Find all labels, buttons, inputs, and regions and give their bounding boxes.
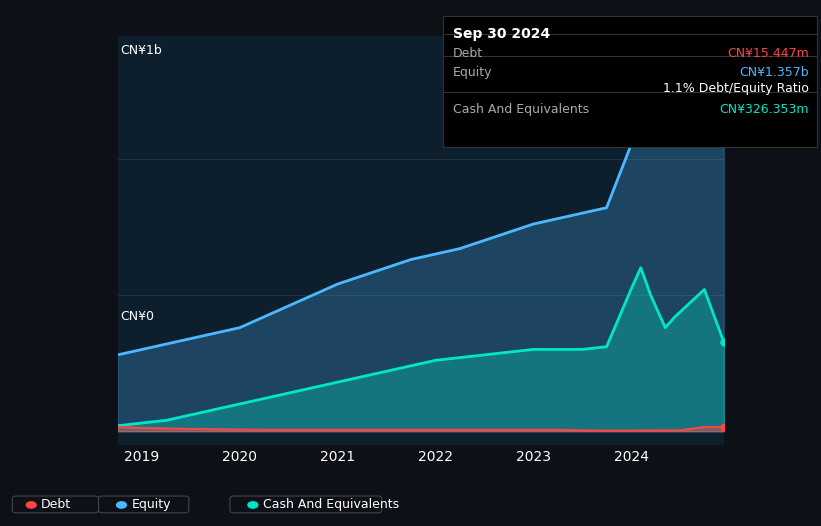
Text: CN¥1.357b: CN¥1.357b [739,66,809,79]
Text: 1.1% Debt/Equity Ratio: 1.1% Debt/Equity Ratio [663,82,809,95]
Text: Debt: Debt [453,47,484,60]
Text: CN¥326.353m: CN¥326.353m [719,103,809,116]
Text: Cash And Equivalents: Cash And Equivalents [263,499,399,511]
Text: Cash And Equivalents: Cash And Equivalents [453,103,589,116]
Text: Sep 30 2024: Sep 30 2024 [453,27,550,42]
Text: Equity: Equity [131,499,171,511]
Text: Debt: Debt [41,499,71,511]
Text: CN¥0: CN¥0 [121,309,154,322]
Text: Equity: Equity [453,66,493,79]
Text: CN¥1b: CN¥1b [121,44,163,57]
Text: CN¥15.447m: CN¥15.447m [727,47,809,60]
